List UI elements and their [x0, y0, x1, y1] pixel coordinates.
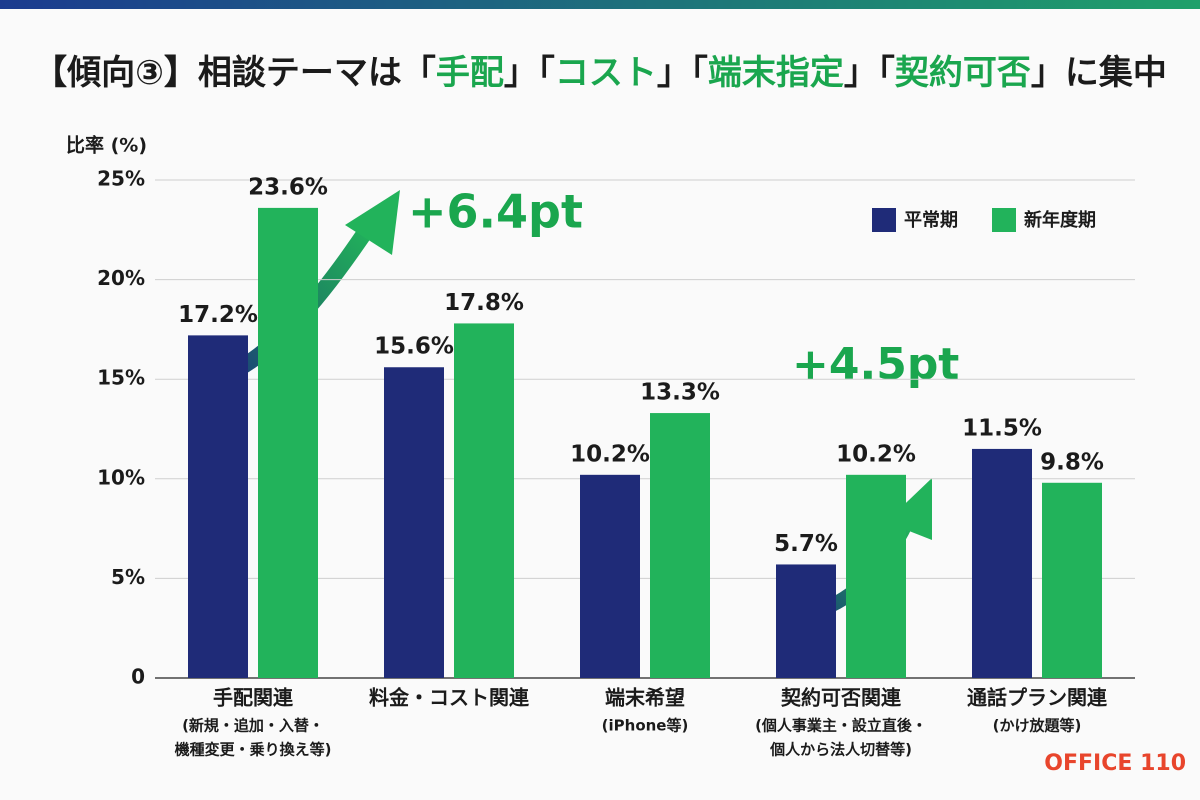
- bar: [776, 564, 836, 678]
- title-segment: 手配: [436, 53, 504, 93]
- value-label: 23.6%: [248, 174, 328, 200]
- value-label: 11.5%: [962, 415, 1042, 441]
- value-label: 13.3%: [640, 380, 720, 406]
- x-tick-note: (かけ放題等): [993, 717, 1082, 735]
- x-tick-label: 端末希望: [605, 686, 685, 710]
- bar: [972, 448, 1032, 678]
- x-tick-note: 個人から法人切替等): [769, 741, 912, 759]
- y-tick-label: 15%: [97, 366, 145, 390]
- value-label: 10.2%: [570, 441, 650, 467]
- legend-label: 平常期: [904, 209, 958, 231]
- x-tick-label: 手配関連: [213, 686, 294, 710]
- x-tick-note: 機種変更・乗り換え等): [175, 741, 332, 759]
- x-tick-label: 料金・コスト関連: [369, 686, 530, 710]
- bar: [580, 474, 640, 678]
- x-tick-note: (個人事業主・設立直後・: [755, 717, 927, 735]
- y-axis-label: 比率 (%): [66, 134, 147, 157]
- chart-title: 【傾向③】相談テーマは「手配」「コスト」「端末指定」「契約可否」に集中: [33, 53, 1167, 93]
- value-label: 15.6%: [374, 334, 454, 360]
- bar: [650, 413, 710, 678]
- logo: OFFICE 110: [1044, 751, 1186, 776]
- x-tick-label: 契約可否関連: [780, 686, 902, 710]
- legend-swatch: [872, 208, 896, 232]
- bar: [454, 323, 514, 678]
- y-tick-label: 20%: [97, 266, 145, 290]
- title-segment: 【傾向③】相談テーマは: [33, 53, 402, 93]
- value-label: 17.2%: [178, 302, 258, 328]
- title-segment: コスト: [555, 53, 657, 93]
- title-segment: 」「: [657, 53, 708, 93]
- annotation: +6.4pt: [408, 185, 583, 239]
- title-segment: 端末指定: [708, 53, 844, 93]
- title-segment: 」「: [504, 53, 555, 93]
- x-tick-note: (新規・追加・入替・: [182, 717, 324, 735]
- top-bar: [0, 0, 1200, 9]
- value-label: 10.2%: [836, 441, 916, 467]
- title-segment: 「: [402, 53, 436, 93]
- bar: [258, 207, 318, 678]
- title-segment: 契約可否: [895, 53, 1031, 93]
- value-label: 17.8%: [444, 290, 524, 316]
- y-tick-label: 5%: [111, 565, 145, 589]
- value-label: 5.7%: [774, 531, 838, 557]
- title-segment: 」に集中: [1031, 53, 1167, 93]
- x-tick-note: (iPhone等): [602, 717, 689, 735]
- bar: [1042, 482, 1102, 678]
- legend-label: 新年度期: [1024, 209, 1096, 231]
- y-tick-label: 10%: [97, 465, 145, 489]
- bar: [188, 335, 248, 678]
- bar: [384, 367, 444, 678]
- arrow-head: [345, 190, 400, 255]
- y-tick-label: 25%: [97, 167, 145, 191]
- title-segment: 」「: [844, 53, 895, 93]
- legend-swatch: [992, 208, 1016, 232]
- value-label: 9.8%: [1040, 449, 1104, 475]
- y-tick-label: 0: [131, 665, 145, 689]
- x-tick-label: 通話プラン関連: [967, 686, 1108, 710]
- annotation: +4.5pt: [792, 339, 959, 390]
- bar: [846, 474, 906, 678]
